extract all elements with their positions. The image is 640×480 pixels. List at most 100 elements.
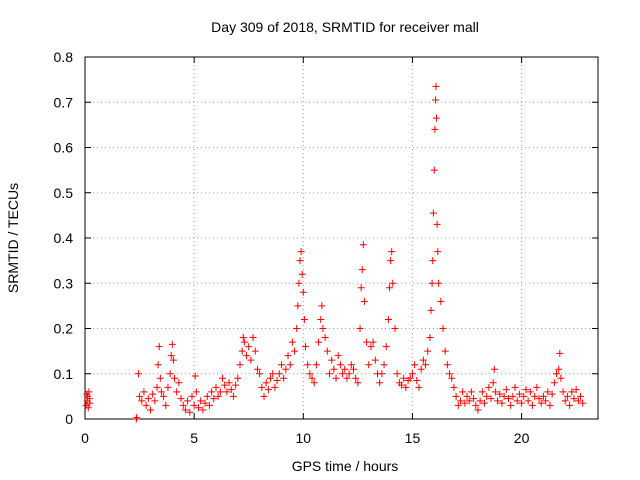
data-point [432,114,440,122]
data-point [563,392,571,400]
data-point [535,395,543,403]
data-point [195,404,203,412]
data-point [167,352,175,360]
data-point [402,383,410,391]
data-point [577,392,585,400]
data-point [258,383,266,391]
data-point [341,365,349,373]
data-point [310,379,318,387]
data-point [357,284,365,292]
data-point [494,397,502,405]
data-point [251,347,259,355]
data-point [539,392,547,400]
data-point [136,392,144,400]
data-point [388,248,396,256]
data-point [133,414,141,422]
data-point [169,356,177,364]
data-point [529,401,537,409]
data-point [288,338,296,346]
data-point [435,279,443,287]
data-point [548,390,556,398]
data-point [221,381,229,389]
data-point [432,82,440,90]
y-axis-label: SRMTID / TECUs [5,183,21,293]
data-point [336,361,344,369]
data-point [296,257,304,265]
data-point [371,356,379,364]
data-point [85,388,93,396]
data-point [384,315,392,323]
data-point [149,390,157,398]
data-point [156,374,164,382]
data-point [164,383,172,391]
data-point [378,370,386,378]
data-point [345,370,353,378]
data-point [376,379,384,387]
x-axis-label: GPS time / hours [292,458,399,474]
data-point [154,361,162,369]
chart-title: Day 309 of 2018, SRMTID for receiver mal… [211,19,479,35]
data-point [293,325,301,332]
data-point [280,374,288,382]
data-point [247,356,255,364]
data-point [160,392,168,400]
data-point [142,401,150,409]
data-point [339,370,347,378]
data-point [406,374,414,382]
data-point [256,370,264,378]
data-point [264,386,272,394]
data-point [267,374,275,382]
data-point [249,334,257,342]
data-point [184,397,192,405]
data-point [439,325,447,332]
data-point [509,392,517,400]
data-point [356,325,364,332]
data-point [86,399,94,407]
data-point [570,395,578,403]
data-point [308,374,316,382]
data-point [352,374,360,382]
data-point [369,338,377,346]
data-point [299,288,307,296]
data-points [82,82,587,423]
data-point [561,397,569,405]
data-point [431,125,439,133]
data-point [544,388,552,396]
data-point [537,399,545,407]
data-point [474,406,482,414]
data-point [419,356,427,364]
data-point [559,388,567,396]
data-point [186,408,194,416]
data-point [498,399,506,407]
data-point [297,248,305,256]
data-point [188,392,196,400]
data-point [446,370,454,378]
data-point [515,390,523,398]
data-point [328,356,336,364]
data-point [400,374,408,382]
data-point [330,365,338,373]
data-point [550,379,558,387]
data-point [459,388,467,396]
data-point [332,374,340,382]
data-point [181,406,189,414]
data-point [443,361,451,369]
data-point [284,352,292,360]
data-point [448,374,456,382]
data-point [262,379,270,387]
data-point [566,401,574,409]
data-point [424,347,432,355]
grid [85,57,598,419]
data-point [214,392,222,400]
data-point [138,397,146,405]
axis-ticks: 0 5 10 15 20 0 0.1 0.2 0.3 0.4 0.5 0.6 0.7 0.8 [54,49,598,446]
y-tick-label: 0.1 [54,366,74,382]
data-point [496,390,504,398]
data-point [428,279,436,287]
data-point [191,372,199,380]
data-point [411,361,419,369]
data-point [155,343,163,351]
data-point [323,347,331,355]
data-point [358,266,366,274]
